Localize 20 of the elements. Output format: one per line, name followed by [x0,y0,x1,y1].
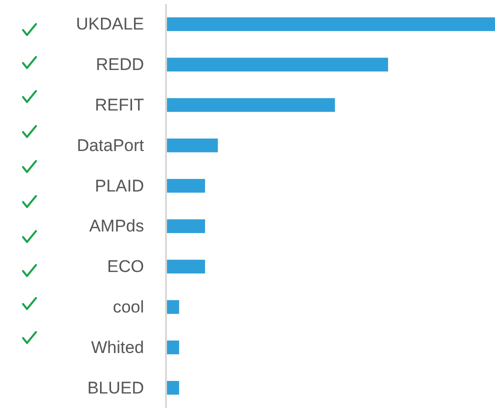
bar [167,380,180,395]
y-tick-label: ECO [107,257,144,276]
bar [167,98,335,112]
bar [167,300,180,314]
y-tick-label: REDD [96,55,144,74]
y-tick-label: PLAID [94,176,144,196]
bar [167,138,218,152]
bar [167,340,180,354]
bar [167,58,388,72]
y-tick-label: DataPort [76,136,144,155]
y-tick-label: UKDALE [76,14,144,34]
bar [167,260,206,274]
y-tick-label: AMPds [89,216,144,236]
bar [167,219,206,234]
y-tick-label: BLUED [87,378,144,398]
y-tick-label: REFIT [94,95,144,114]
y-tick-label: cool [112,297,144,316]
y-tick-label: Whited [91,338,144,357]
bar [167,17,495,32]
bar [167,178,206,193]
